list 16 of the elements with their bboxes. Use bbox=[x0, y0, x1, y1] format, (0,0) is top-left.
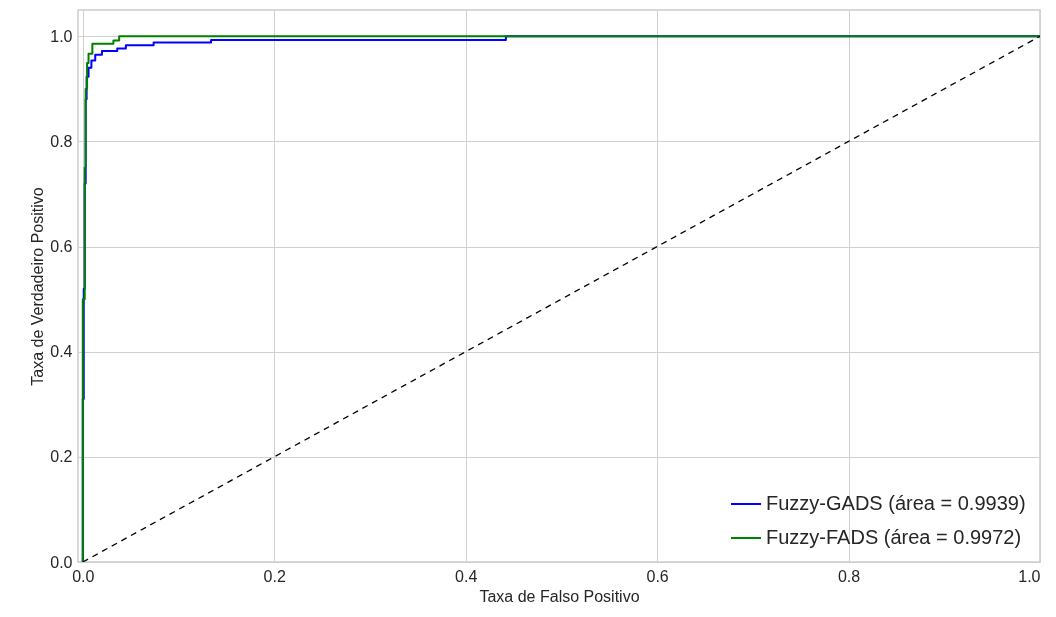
y-tick-label: 0.4 bbox=[50, 343, 73, 361]
y-tick-label: 0.8 bbox=[50, 132, 73, 150]
x-axis-title: Taxa de Falso Positivo bbox=[479, 587, 640, 605]
x-tick-label: 0.2 bbox=[263, 567, 286, 585]
y-tick-label: 1.0 bbox=[50, 27, 73, 45]
x-tick-label: 0.8 bbox=[837, 567, 861, 585]
y-tick-label: 0.6 bbox=[50, 238, 73, 256]
x-tick-label: 0.6 bbox=[646, 567, 669, 585]
y-axis-title: Taxa de Verdadeiro Positivo bbox=[29, 187, 47, 386]
x-tick-label: 0.0 bbox=[72, 567, 95, 585]
y-tick-label: 0.0 bbox=[50, 553, 73, 571]
legend-label: Fuzzy-FADS (área = 0.9972) bbox=[766, 526, 1022, 548]
x-tick-label: 0.4 bbox=[455, 567, 478, 585]
legend-label: Fuzzy-GADS (área = 0.9939) bbox=[766, 492, 1026, 514]
x-tick-label: 1.0 bbox=[1018, 567, 1041, 585]
y-tick-label: 0.2 bbox=[50, 448, 73, 466]
